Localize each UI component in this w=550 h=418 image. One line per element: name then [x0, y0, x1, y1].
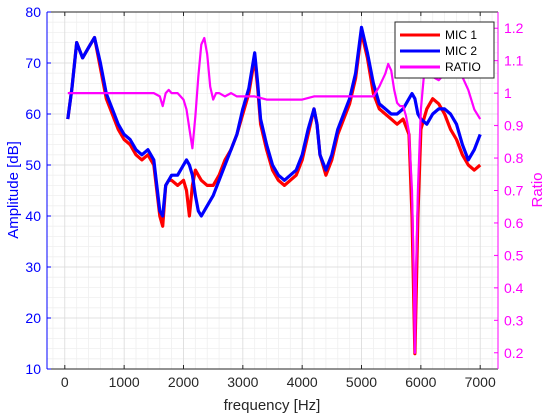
y-left-tick-label: 10 [25, 361, 41, 377]
legend-label-ratio: RATIO [445, 60, 481, 74]
y-right-tick-label: 0.3 [504, 312, 524, 328]
ticks-layer: 0 1000 2000 3000 4000 5000 6000 7000 10 20 30 40 50 6… [25, 4, 523, 390]
y-left-tick-label: 20 [25, 310, 41, 326]
series-layer [66, 25, 482, 356]
legend-label-mic1: MIC 1 [445, 28, 477, 42]
y-right-tick-label: 0.6 [504, 215, 524, 231]
y-left-tick-label: 50 [25, 157, 41, 173]
legend: MIC 1 MIC 2 RATIO [394, 21, 495, 79]
series-line-mic-2 [66, 25, 482, 218]
x-tick-label: 2000 [168, 374, 199, 390]
y-axis-right-title: Ratio [529, 172, 546, 207]
y-left-tick-label: 30 [25, 259, 41, 275]
x-tick-label: 5000 [346, 374, 377, 390]
y-right-tick-label: 1.2 [504, 20, 524, 36]
x-axis-title: frequency [Hz] [224, 397, 321, 414]
y-right-tick-label: 0.8 [504, 150, 524, 166]
y-right-tick-label: 0.9 [504, 118, 524, 134]
series-line-ratio [67, 36, 482, 354]
x-tick-label: 7000 [465, 374, 496, 390]
y-right-tick-label: 0.7 [504, 183, 524, 199]
y-right-tick-label: 0.2 [504, 345, 524, 361]
legend-label-mic2: MIC 2 [445, 44, 477, 58]
y-right-tick-label: 1.1 [504, 53, 524, 69]
x-tick-label: 1000 [109, 374, 140, 390]
y-left-tick-label: 70 [25, 55, 41, 71]
y-right-tick-label: 0.5 [504, 247, 524, 263]
y-left-tick-label: 60 [25, 106, 41, 122]
x-tick-label: 3000 [227, 374, 258, 390]
y-left-tick-label: 40 [25, 208, 41, 224]
y-left-tick-label: 80 [25, 4, 41, 20]
y-right-tick-label: 0.4 [504, 280, 524, 296]
y-right-tick-label: 1 [504, 85, 512, 101]
y-axis-left-title: Amplitude [dB] [5, 141, 22, 239]
x-tick-label: 6000 [405, 374, 436, 390]
x-tick-label: 0 [61, 374, 69, 390]
x-tick-label: 4000 [287, 374, 318, 390]
